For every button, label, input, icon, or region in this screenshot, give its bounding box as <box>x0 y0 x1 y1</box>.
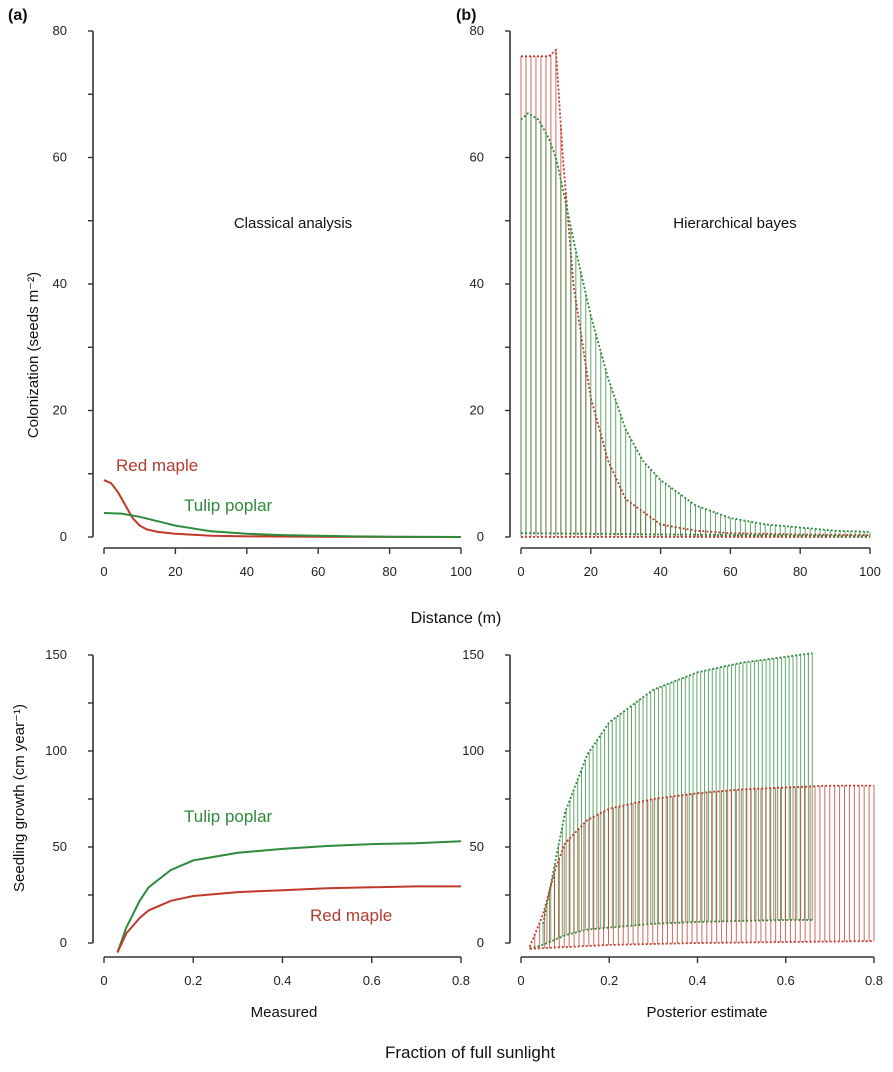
y-tick-label: 100 <box>45 743 67 758</box>
series-line-tulip-poplar <box>103 512 462 538</box>
x-tick-label: 100 <box>450 564 472 579</box>
subtitle-posterior: Posterior estimate <box>647 1004 768 1021</box>
y-tick-label: 0 <box>477 935 484 950</box>
upper-bound-tulip-poplar <box>520 112 871 533</box>
panel-c-measured: 0 50 100 150 0 0.2 0.4 0.6 0.8 <box>45 647 470 988</box>
label-tulip-poplar-a: Tulip poplar <box>184 496 273 515</box>
series-line-red-maple <box>103 479 462 538</box>
x-tick-label: 0.4 <box>273 973 291 988</box>
x-tick-label: 0.8 <box>452 973 470 988</box>
x-tick-label: 0 <box>100 973 107 988</box>
y-tick-label: 0 <box>477 529 484 544</box>
upper-bound-tulip-poplar <box>542 652 813 924</box>
x-axis-label-bottom: Fraction of full sunlight <box>385 1043 555 1062</box>
label-red-maple-c: Red maple <box>310 906 392 925</box>
y-tick-label: 80 <box>470 23 484 38</box>
panel-label-b: (b) <box>456 7 476 24</box>
x-tick-label: 0.8 <box>865 973 883 988</box>
x-tick-label: 60 <box>723 564 737 579</box>
x-tick-label: 40 <box>240 564 254 579</box>
y-tick-label: 20 <box>53 403 67 418</box>
annotation-hierarchical: Hierarchical bayes <box>673 215 796 232</box>
lower-bound-tulip-poplar <box>529 919 813 950</box>
panel-b-hierarchical-bayes: 0 20 40 60 80 0 20 40 60 80 100 <box>470 23 881 579</box>
y-tick-label: 40 <box>53 276 67 291</box>
x-tick-label: 20 <box>168 564 182 579</box>
y-tick-label: 60 <box>470 150 484 165</box>
y-tick-label: 80 <box>53 23 67 38</box>
y-tick-label: 50 <box>53 839 67 854</box>
x-tick-label: 0.6 <box>777 973 795 988</box>
x-tick-label: 80 <box>382 564 396 579</box>
x-tick-label: 0 <box>517 973 524 988</box>
y-tick-label: 150 <box>462 647 484 662</box>
series-line-red-maple <box>116 885 461 954</box>
y-tick-label: 60 <box>53 150 67 165</box>
series-line-tulip-poplar <box>116 840 462 953</box>
x-tick-label: 60 <box>311 564 325 579</box>
y-tick-label: 50 <box>470 839 484 854</box>
y-axis-label-bottom: Seedling growth (cm year⁻¹) <box>11 704 28 892</box>
x-tick-label: 40 <box>653 564 667 579</box>
x-tick-label: 0 <box>517 564 524 579</box>
subtitle-measured: Measured <box>251 1004 318 1021</box>
x-tick-label: 0 <box>100 564 107 579</box>
annotation-classical: Classical analysis <box>234 215 352 232</box>
y-tick-label: 100 <box>462 743 484 758</box>
x-axis-label-top: Distance (m) <box>411 610 502 627</box>
y-tick-label: 150 <box>45 647 67 662</box>
x-tick-label: 80 <box>793 564 807 579</box>
x-tick-label: 0.2 <box>184 973 202 988</box>
x-tick-label: 20 <box>584 564 598 579</box>
label-tulip-poplar-c: Tulip poplar <box>184 807 273 826</box>
y-tick-label: 40 <box>470 276 484 291</box>
x-tick-label: 0.2 <box>600 973 618 988</box>
lower-bound-red-maple <box>529 940 875 950</box>
x-tick-label: 0.4 <box>688 973 706 988</box>
upper-bound-red-maple <box>521 48 871 536</box>
x-tick-label: 0.6 <box>363 973 381 988</box>
y-tick-label: 0 <box>60 529 67 544</box>
y-tick-label: 20 <box>470 403 484 418</box>
panel-label-a: (a) <box>8 7 28 24</box>
panel-d-posterior-estimate: 0 50 100 150 0 0.2 0.4 0.6 0.8 <box>462 647 883 988</box>
y-tick-label: 0 <box>60 935 67 950</box>
label-red-maple-a: Red maple <box>116 456 198 475</box>
upper-bound-red-maple <box>528 784 874 948</box>
panel-a-classical-analysis: 0 20 40 60 80 0 20 40 60 80 100 <box>53 23 472 579</box>
y-axis-label-top: Colonization (seeds m⁻²) <box>25 272 42 438</box>
x-tick-label: 100 <box>859 564 881 579</box>
